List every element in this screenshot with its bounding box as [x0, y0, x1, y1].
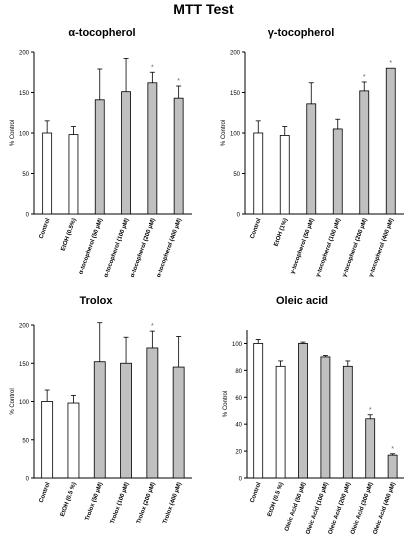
- y-tick-label: 100: [19, 400, 30, 406]
- x-tick-label: Trolox (200 µM): [136, 482, 157, 525]
- bar: [320, 356, 331, 479]
- bar: [253, 343, 264, 479]
- bar: [146, 347, 159, 479]
- x-tick-label: Oleic Acid (200 µM): [328, 482, 352, 536]
- y-tick-label: 80: [235, 369, 242, 375]
- y-tick-label: 150: [19, 362, 30, 368]
- y-tick-label: 0: [239, 477, 243, 483]
- bar: [253, 132, 264, 215]
- y-axis-label: % Control: [10, 388, 16, 414]
- bar: [385, 67, 396, 215]
- significance-marker: *: [391, 446, 394, 453]
- y-tick-label: 50: [233, 172, 240, 178]
- y-axis-label: % Control: [221, 120, 227, 146]
- bar: [173, 97, 184, 215]
- bar: [359, 90, 370, 215]
- chart-2: γ-tocopherol 0 50 100 150 200 % Control Control…: [221, 27, 404, 278]
- y-tick-label: 60: [235, 396, 242, 402]
- significance-marker: *: [177, 78, 180, 85]
- bar: [332, 128, 343, 215]
- x-tick-label: Trolox (100 µM): [110, 482, 131, 525]
- y-tick-label: 100: [232, 342, 243, 348]
- significance-marker: *: [363, 74, 366, 81]
- x-tick-label: γ-tocopherol (100 µM): [315, 218, 342, 278]
- chart-title: Oleic acid: [276, 295, 328, 307]
- bar: [306, 103, 317, 215]
- x-tick-label: α-tocopherol (200 µM): [130, 218, 157, 279]
- y-tick-label: 0: [237, 213, 241, 219]
- bar: [94, 99, 105, 215]
- y-tick-label: 150: [19, 91, 30, 97]
- bar: [279, 135, 290, 215]
- x-tick-label: EtOH (1%): [273, 218, 289, 248]
- x-tick-label: Trolox (50 µM): [85, 482, 104, 522]
- y-tick-label: 50: [22, 438, 29, 444]
- bar: [298, 343, 308, 479]
- chart-4: Oleic acid 0 20 40 60 80 100 % Control Control Et…: [223, 295, 404, 535]
- significance-marker: *: [389, 60, 392, 67]
- y-tick-label: 0: [26, 213, 30, 219]
- x-tick-label: Trolox (400 µM): [162, 482, 183, 525]
- y-tick-label: 200: [19, 324, 30, 330]
- bar: [93, 361, 106, 479]
- significance-marker: *: [151, 64, 154, 71]
- y-tick-label: 0: [26, 477, 30, 483]
- bar: [342, 365, 353, 479]
- bar: [121, 91, 131, 215]
- x-tick-label: EtOH (0.5%): [60, 218, 77, 252]
- significance-marker: *: [151, 323, 154, 330]
- y-tick-label: 50: [22, 172, 29, 178]
- x-tick-label: γ-tocopherol (400 µM): [368, 218, 395, 278]
- bar: [172, 366, 185, 479]
- y-axis-label: % Control: [10, 120, 16, 146]
- x-tick-label: Control: [39, 217, 52, 239]
- y-tick-label: 200: [230, 51, 241, 57]
- bar: [68, 134, 79, 215]
- bar: [147, 82, 158, 215]
- x-tick-label: α-tocopherol (50 µM): [78, 218, 104, 276]
- y-tick-label: 100: [19, 132, 30, 138]
- bar: [387, 454, 398, 479]
- bar: [42, 132, 53, 215]
- chart-1: α-tocopherol 0 50 100 150 200 % Control Control…: [10, 27, 192, 278]
- y-tick-label: 150: [230, 91, 241, 97]
- x-tick-label: Control: [39, 481, 52, 503]
- x-tick-label: Oleic Acid (100 µM): [305, 482, 329, 536]
- y-tick-label: 200: [19, 51, 30, 57]
- page-title: MTT Test: [173, 1, 234, 17]
- x-tick-label: γ-tocopherol (200 µM): [342, 218, 369, 278]
- x-tick-label: α-tocopherol (100 µM): [103, 218, 130, 279]
- x-tick-label: α-tocopherol (400 µM): [156, 218, 183, 279]
- x-tick-label: Oleic Acid (50 µM): [284, 482, 307, 533]
- chart-title: α-tocopherol: [68, 27, 135, 39]
- x-tick-label: Control: [250, 481, 263, 503]
- y-tick-label: 40: [235, 423, 242, 429]
- bar: [41, 401, 54, 479]
- x-tick-label: EtOH (0.5 %): [60, 482, 78, 518]
- chart-title: Trolox: [79, 295, 113, 307]
- y-axis-label: % Control: [223, 391, 229, 417]
- x-tick-label: Oleic Acid (400 µM): [373, 482, 397, 536]
- x-tick-label: γ-tocopherol (50 µM): [290, 218, 316, 275]
- y-tick-label: 100: [230, 132, 241, 138]
- significance-marker: *: [369, 407, 372, 414]
- x-tick-label: Oleic Acid (300 µM): [350, 482, 374, 536]
- bar: [275, 365, 286, 479]
- bar: [67, 402, 80, 479]
- x-tick-label: Control: [250, 217, 263, 239]
- bar: [365, 418, 376, 479]
- x-tick-label: EtOH (0.5 %): [267, 482, 285, 518]
- bar: [120, 362, 132, 479]
- chart-3: Trolox 0 50 100 150 200 % Control Control EtOH (…: [10, 295, 192, 525]
- chart-title: γ-tocopherol: [268, 27, 335, 39]
- y-tick-label: 20: [235, 450, 242, 456]
